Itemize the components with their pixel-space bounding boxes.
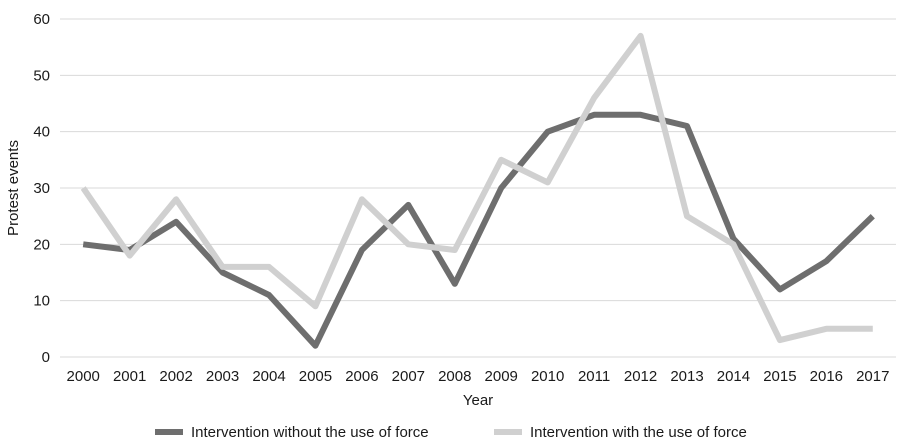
x-tick-label: 2017 [856, 368, 889, 385]
x-tick-label: 2003 [206, 368, 239, 385]
y-tick-label: 0 [42, 349, 50, 366]
x-tick-label: 2011 [578, 368, 610, 385]
x-tick-label: 2010 [531, 368, 564, 385]
x-tick-label: 2013 [670, 368, 703, 385]
gridlines [60, 18, 896, 358]
x-tick-label: 2008 [438, 368, 471, 385]
y-tick-label: 20 [33, 236, 50, 253]
x-tick-label: 2007 [392, 368, 425, 385]
x-tick-label: 2012 [624, 368, 657, 385]
y-tick-label: 30 [33, 180, 50, 197]
x-tick-label: 2002 [159, 368, 192, 385]
legend-item-2: Intervention with the use of force [494, 424, 747, 441]
x-tick-label: 2001 [113, 368, 146, 385]
x-tick-label: 2006 [345, 368, 378, 385]
x-tick-label: 2009 [485, 368, 518, 385]
legend-label-1: Intervention without the use of force [191, 424, 429, 441]
y-axis-tick-labels: 0 10 20 30 40 50 60 [33, 11, 50, 366]
x-tick-label: 2016 [810, 368, 843, 385]
x-tick-label: 2015 [763, 368, 796, 385]
x-tick-label: 2004 [252, 368, 285, 385]
legend-item-1: Intervention without the use of force [155, 424, 429, 441]
x-tick-label: 2014 [717, 368, 750, 385]
y-axis-title: Protest events [5, 140, 22, 236]
y-tick-label: 10 [33, 293, 50, 310]
x-axis-tick-labels: 2000 2001 2002 2003 2004 2005 2006 2007 2008 2009… [67, 368, 890, 385]
x-tick-label: 2000 [67, 368, 100, 385]
series-lines [80, 32, 875, 349]
y-tick-label: 40 [33, 124, 50, 141]
legend-label-2: Intervention with the use of force [530, 424, 747, 441]
series-line-1 [82, 111, 875, 349]
y-tick-label: 60 [33, 11, 50, 28]
series-line-2 [80, 32, 873, 344]
x-tick-label: 2005 [299, 368, 332, 385]
legend: Intervention without the use of force Int… [155, 424, 747, 441]
y-tick-label: 50 [33, 67, 50, 84]
x-axis-title: Year [463, 392, 493, 409]
